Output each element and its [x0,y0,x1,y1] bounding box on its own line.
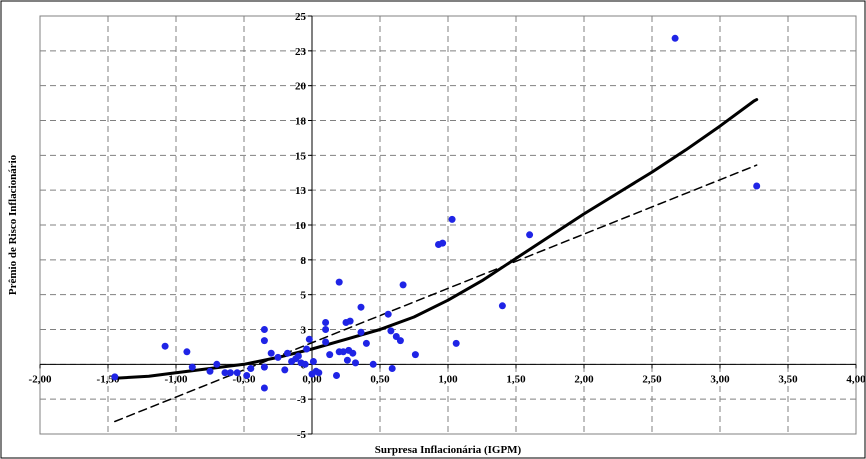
y-tick-label: 23 [295,46,307,58]
scatter-points [111,34,761,392]
data-point [281,366,289,374]
x-tick-label: 0,50 [370,373,390,385]
data-point [206,367,214,375]
x-tick-label: -1,00 [165,373,188,385]
data-point [301,360,309,368]
data-point [247,365,255,372]
y-tick-label: 13 [295,185,307,197]
data-point [333,372,340,379]
data-point [260,337,268,345]
data-point [305,335,313,343]
data-point [526,231,534,239]
data-point [243,372,251,379]
x-tick-label: 2,00 [574,373,594,385]
x-tick-label: 3,00 [710,373,730,385]
data-point [452,339,460,347]
data-point [448,215,456,223]
trend-lines [113,98,759,423]
y-tick-label: 15 [295,150,307,162]
data-point [303,345,311,353]
data-point [671,34,679,42]
data-point [357,303,365,311]
data-point [335,278,343,286]
data-point [387,327,395,335]
data-point [213,360,221,368]
data-point [188,363,196,371]
data-point [322,338,330,346]
data-point [294,352,302,360]
data-point [161,342,169,350]
data-point [388,365,396,372]
data-point [343,356,351,364]
data-point [396,337,404,345]
data-point [284,349,291,357]
data-point [260,363,268,371]
data-point [183,348,191,356]
x-tick-label: -2,00 [29,373,52,385]
y-tick-label: -3 [297,394,307,406]
data-point [753,182,761,190]
data-point [339,348,347,356]
data-point [221,369,229,377]
y-tick-labels: -5-3035810131518202325 [295,11,307,441]
y-tick-label: 8 [301,255,307,267]
data-point [399,281,407,289]
data-point [322,326,330,333]
y-tick-label: 5 [301,290,307,302]
data-point [369,360,377,368]
data-point [315,369,323,377]
x-tick-label: 1,00 [438,373,458,385]
data-point [226,369,234,377]
y-tick-label: 18 [295,116,307,128]
y-axis-title: Prêmio de Risco Inflacionário [7,154,19,295]
data-point [233,369,241,377]
x-tick-label: 4,00 [846,373,866,385]
data-point [326,351,334,359]
data-point [352,359,359,367]
data-point [346,317,354,325]
data-point [498,302,506,310]
data-point [260,384,268,392]
data-point [309,358,317,365]
x-axis-title: Surpresa Inflacionária (IGPM) [375,444,522,456]
data-point [260,326,268,333]
y-tick-label: 20 [295,81,307,93]
data-point [322,319,330,326]
data-point [439,239,447,247]
x-tick-label: 0,00 [302,373,322,385]
polynomial-trend-line [113,98,759,380]
y-tick-label: 25 [295,11,307,23]
data-point [411,351,419,359]
x-tick-label: 2,50 [642,373,662,385]
y-tick-label: -5 [297,429,307,441]
y-tick-label: 3 [301,325,307,337]
y-tick-label: 10 [295,220,307,232]
data-point [274,353,282,361]
linear-trend-line [114,164,758,423]
data-point [267,349,275,357]
data-point [384,310,392,318]
data-point [349,349,357,357]
data-point [362,339,370,347]
data-point [111,373,119,381]
x-tick-label: 3,50 [778,373,798,385]
x-tick-label: 1,50 [506,373,526,385]
data-point [357,328,365,336]
